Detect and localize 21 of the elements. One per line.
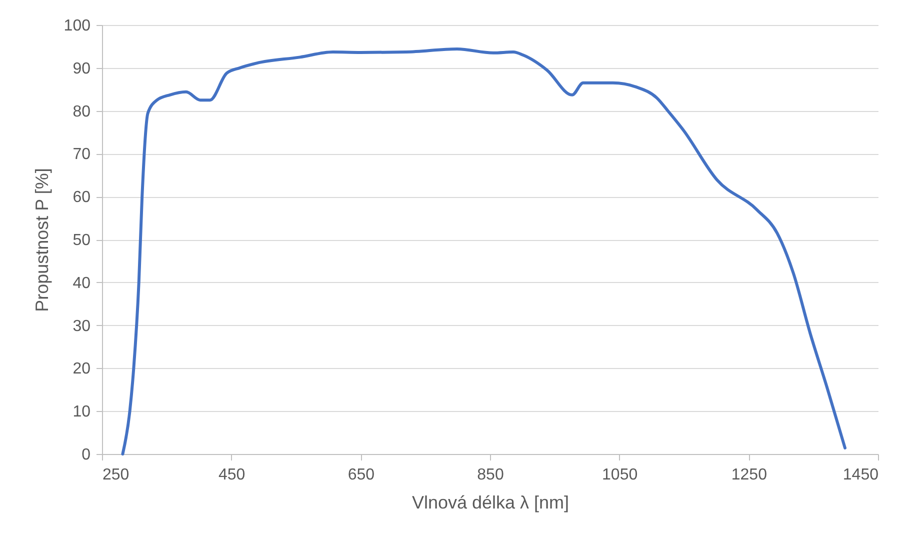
y-tick-label: 100 <box>64 18 91 34</box>
x-tick-label: 650 <box>348 466 375 484</box>
y-tick-label: 20 <box>72 360 91 378</box>
y-tick-label: 90 <box>72 60 91 78</box>
x-tick-label: 1050 <box>602 466 638 484</box>
y-tick-label: 30 <box>72 318 91 335</box>
y-tick-label: 40 <box>72 274 91 292</box>
x-tick-label: 450 <box>218 466 246 484</box>
line-series <box>121 48 847 456</box>
y-tick-label: 80 <box>72 103 91 120</box>
y-tick-label: 0 <box>82 446 91 464</box>
y-tick-label: 60 <box>72 189 91 206</box>
x-tick-label: 250 <box>102 466 130 484</box>
x-tick-label: 850 <box>477 466 504 484</box>
y-tick-label: 50 <box>72 232 91 249</box>
x-tick-label: 1250 <box>731 466 768 484</box>
y-tick-label: 70 <box>72 146 91 164</box>
y-tick-label: 10 <box>72 404 91 421</box>
x-tick-label: 1450 <box>842 466 879 484</box>
x-axis-title: Vlnová délka λ [nm] <box>412 492 570 512</box>
y-axis-title: Propustnost P [%] <box>32 168 52 312</box>
